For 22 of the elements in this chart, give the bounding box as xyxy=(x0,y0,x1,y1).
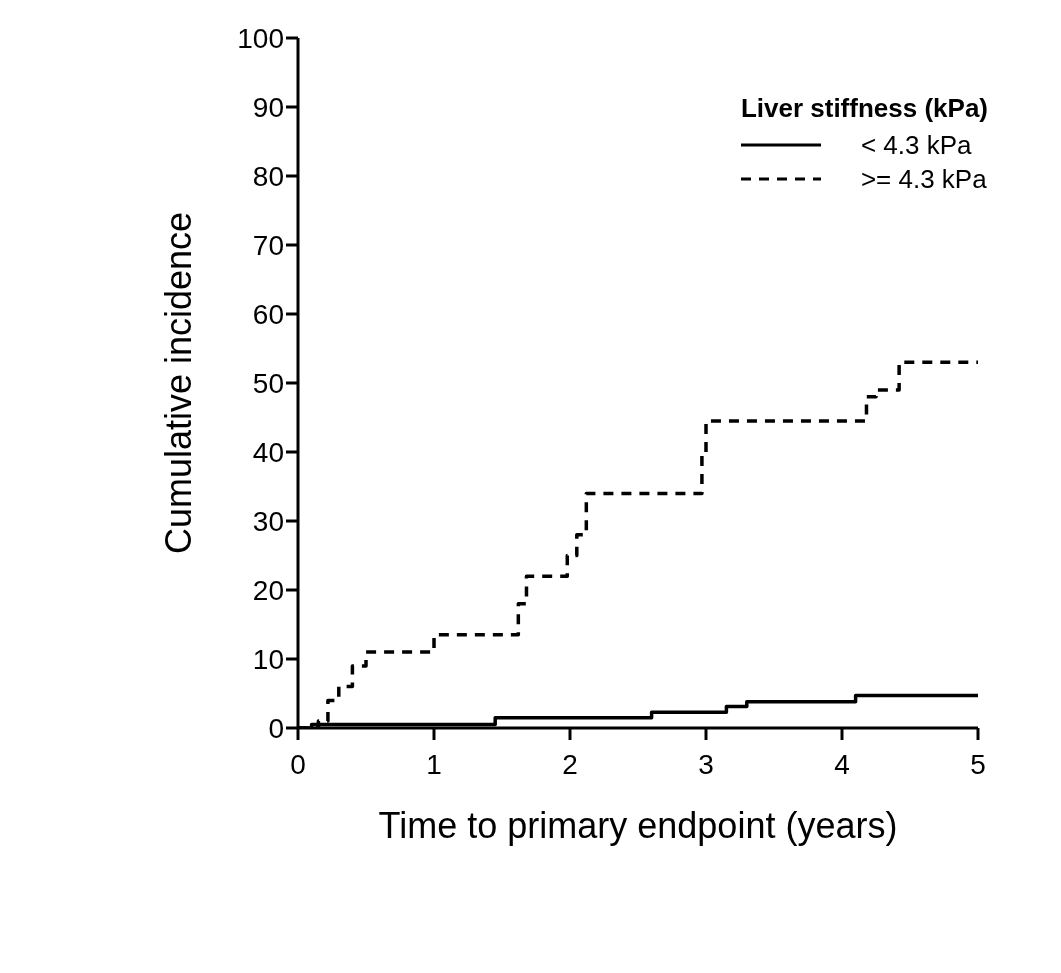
legend-label: >= 4.3 kPa xyxy=(860,163,987,195)
legend-title: Liver stiffness (kPa) xyxy=(740,93,988,124)
y-tick-label: 70 xyxy=(252,229,284,261)
legend-label: < 4.3 kPa xyxy=(860,129,972,161)
y-tick-label: 0 xyxy=(268,712,284,744)
x-tick-label: 4 xyxy=(834,748,850,780)
x-tick-label: 3 xyxy=(698,748,714,780)
y-tick-label: 60 xyxy=(252,298,284,330)
y-tick-label: 20 xyxy=(252,574,284,606)
y-tick-label: 30 xyxy=(252,505,284,537)
x-tick-label: 1 xyxy=(426,748,442,780)
y-tick-label: 50 xyxy=(252,367,284,399)
x-tick-label: 2 xyxy=(562,748,578,780)
y-tick-label: 100 xyxy=(237,22,284,54)
x-tick-label: 5 xyxy=(970,748,986,780)
y-axis-title: Cumulative incidence xyxy=(157,211,199,555)
x-tick-label: 0 xyxy=(290,748,306,780)
y-tick-label: 80 xyxy=(252,160,284,192)
y-tick-label: 40 xyxy=(252,436,284,468)
y-tick-label: 90 xyxy=(252,91,284,123)
x-axis-title: Time to primary endpoint (years) xyxy=(378,805,898,846)
y-tick-label: 10 xyxy=(252,643,284,675)
